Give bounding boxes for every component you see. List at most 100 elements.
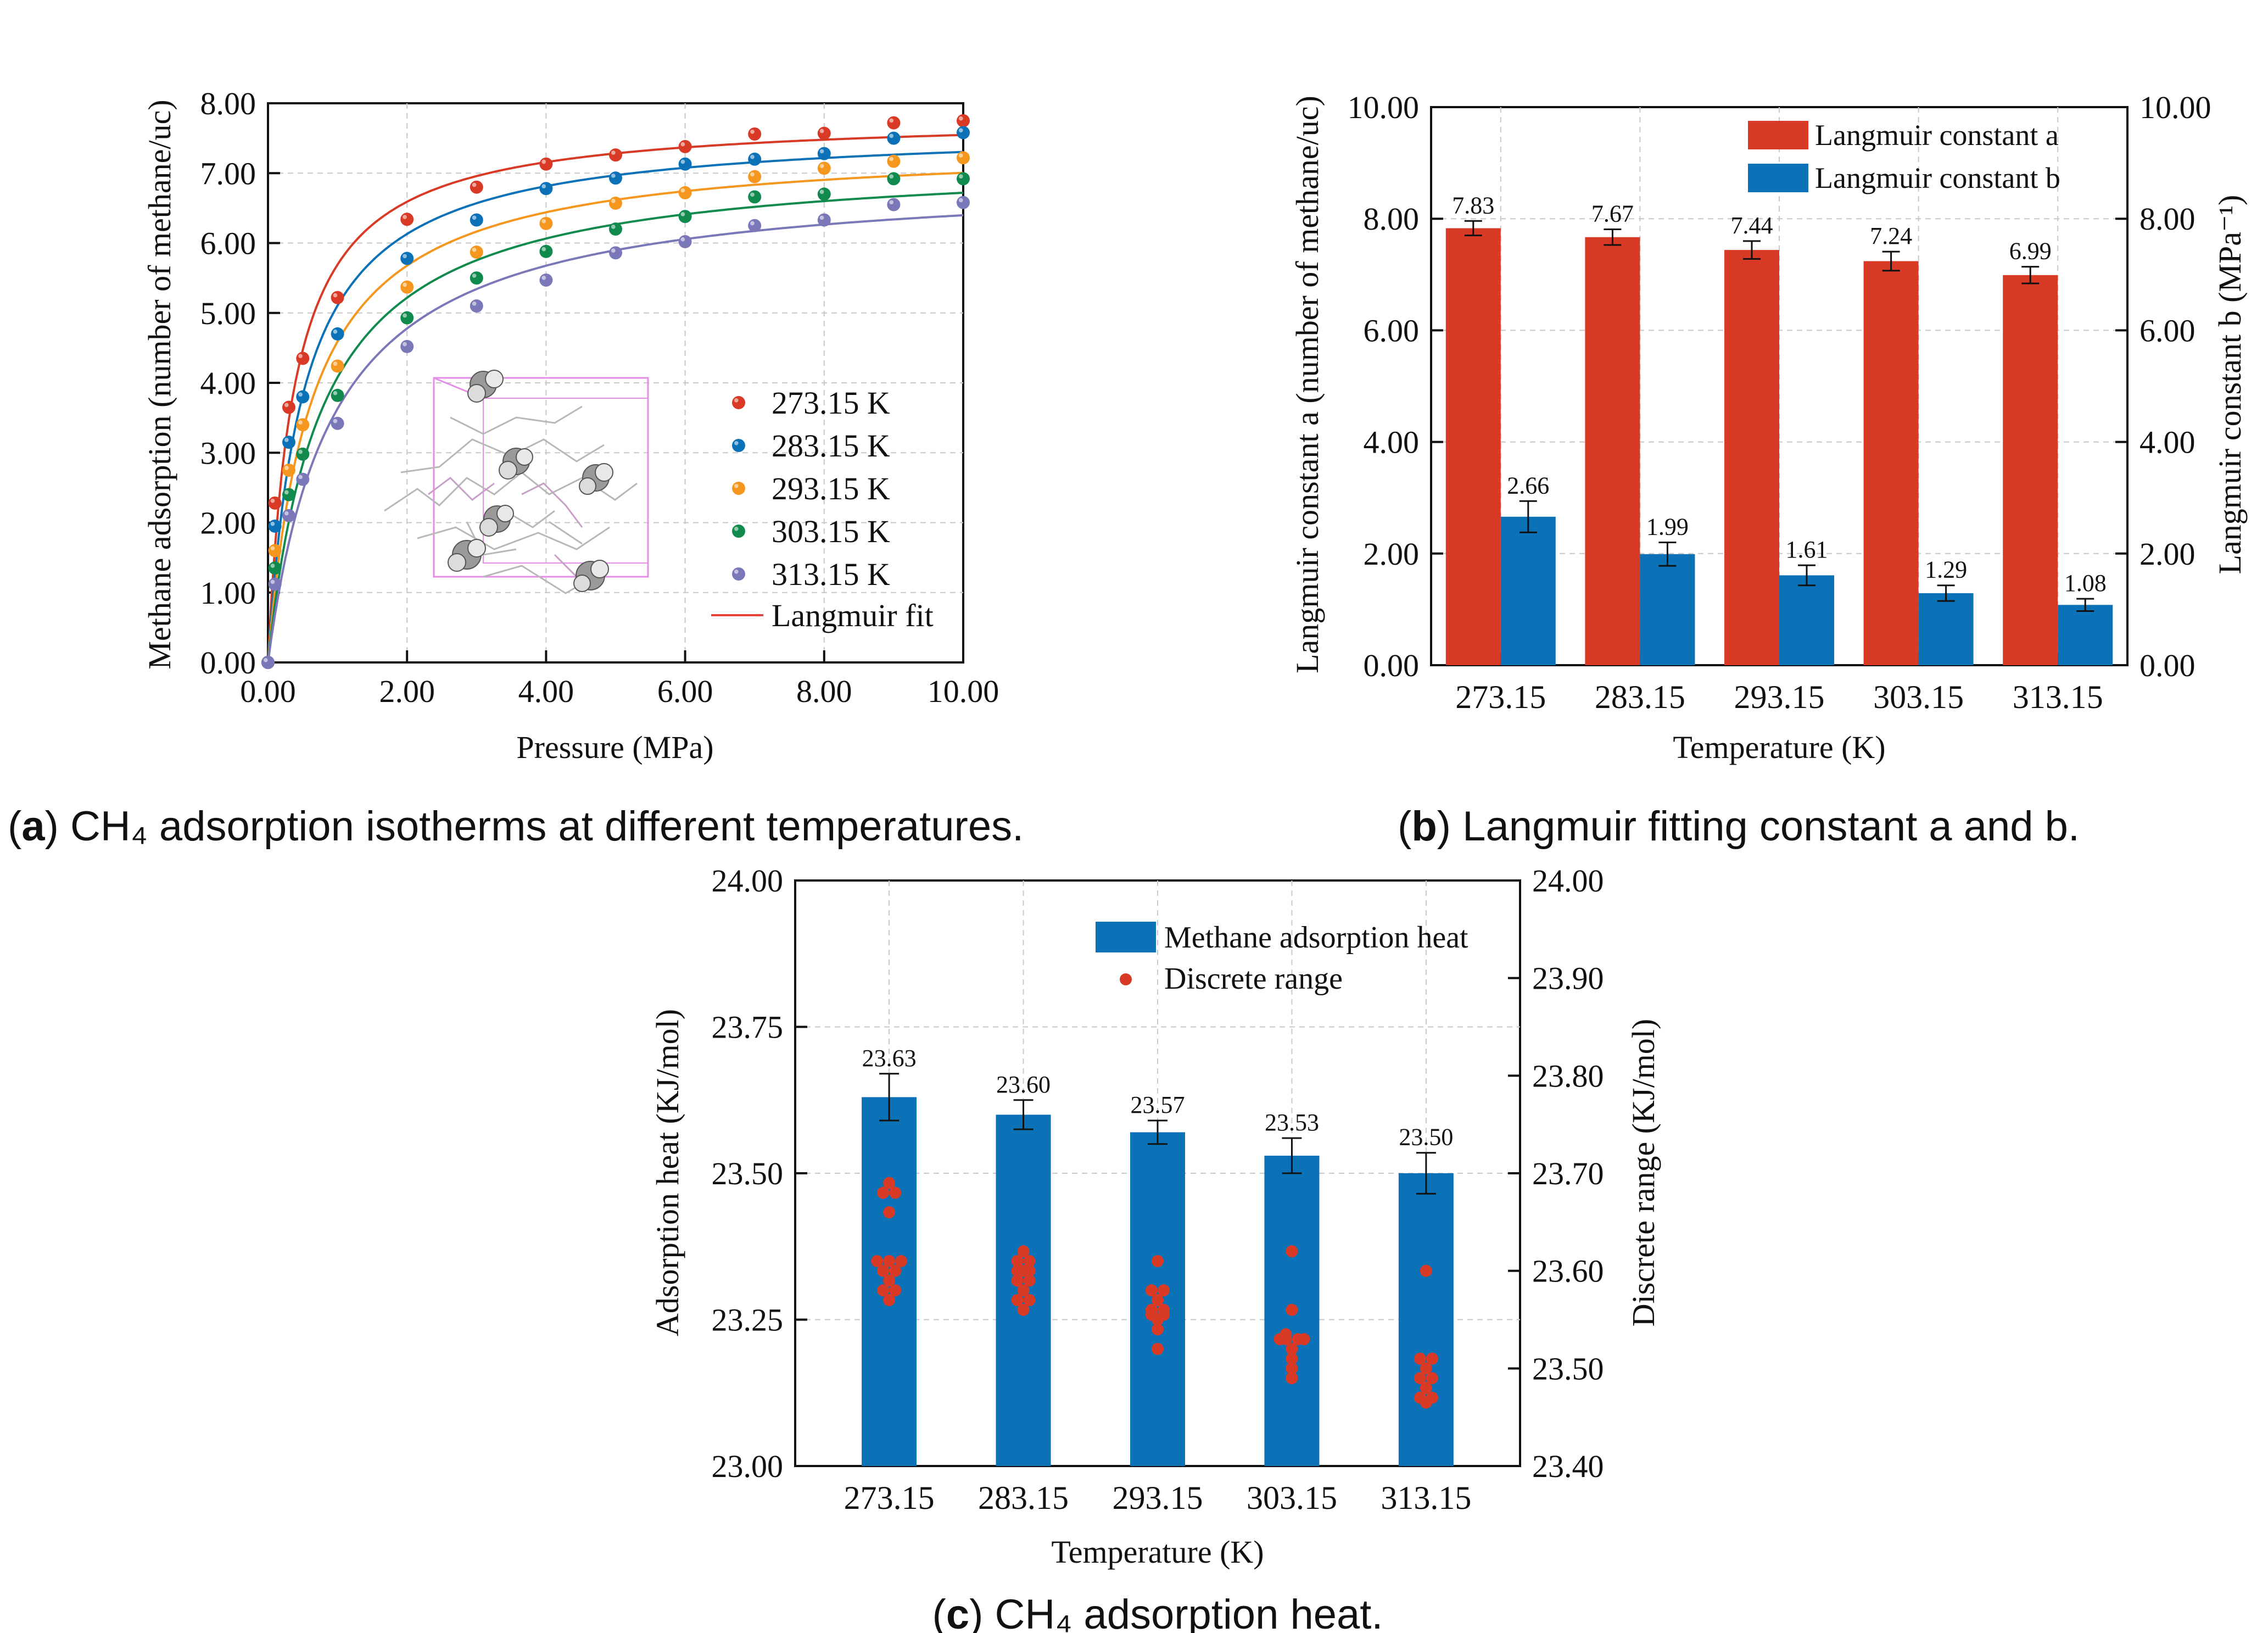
discrete-point: [1011, 1255, 1024, 1267]
data-point-28315K-8: [609, 171, 622, 185]
panel-a-y-axis-label: Methane adsorption (number of methane/uc…: [142, 99, 177, 669]
data-point-29315K-5: [400, 280, 414, 294]
panel-b-left-tick-label: 6.00: [1364, 313, 1420, 348]
legend-label-1: Langmuir constant b: [1815, 161, 2060, 194]
data-point-29315K-10-highlight: [750, 172, 755, 177]
legend-label-2: 293.15 K: [772, 471, 890, 506]
data-point-27315K-6-body: [470, 180, 483, 194]
bar-value-label: 2.66: [1507, 472, 1549, 499]
data-point-31315K-5-body: [400, 339, 414, 353]
data-point-27315K-7-body: [539, 157, 553, 171]
data-point-29315K-12: [887, 154, 901, 168]
data-point-30315K-3: [296, 447, 310, 461]
panel-c-left-tick-label: 23.25: [712, 1302, 784, 1338]
panel-c-right-tick-label: 23.40: [1532, 1448, 1604, 1484]
data-point-27315K-13: [957, 114, 970, 127]
data-point-29315K-13: [957, 151, 970, 165]
legend-marker-4-body: [732, 567, 745, 581]
data-point-29315K-1-highlight: [270, 546, 275, 551]
data-point-28315K-5: [400, 252, 414, 265]
data-point-31315K-8: [609, 246, 622, 260]
panel-a-y-tick-label: 0.00: [200, 645, 256, 681]
data-point-28315K-3-body: [296, 390, 310, 404]
bar-b-313_15: [2058, 605, 2113, 665]
panel-c-left-tick-label: 23.75: [712, 1010, 784, 1045]
data-point-28315K-1: [268, 519, 282, 533]
panel-b: 0.00 0.00 2.00 2.00 4.00 4.00 6.00 6.00 8.00 8.00…: [1289, 90, 2248, 850]
data-point-29315K-6-body: [470, 246, 483, 259]
discrete-point: [877, 1264, 890, 1277]
panel-b-caption: (b) Langmuir fitting constant a and b.: [1398, 803, 2080, 850]
data-point-31315K-9-highlight: [680, 237, 685, 242]
data-point-29315K-11-body: [817, 161, 831, 175]
discrete-point: [895, 1255, 908, 1267]
panel-c-left-tick-label: 23.00: [712, 1448, 784, 1484]
data-point-30315K-4-highlight: [333, 391, 338, 395]
data-point-28315K-8-highlight: [611, 174, 616, 178]
data-point-31315K-9-body: [678, 235, 692, 248]
legend-marker-2: [732, 482, 745, 495]
panel-c-right-tick-label: 23.60: [1532, 1253, 1604, 1289]
legend-marker-4-highlight: [734, 569, 739, 574]
panel-a-y-tick-label: 2.00: [200, 505, 256, 541]
data-point-27315K-8-highlight: [611, 151, 616, 155]
data-point-27315K-11-highlight: [819, 129, 824, 133]
data-point-28315K-6-highlight: [472, 215, 477, 220]
panel-b-left-tick-label: 4.00: [1364, 425, 1420, 460]
data-point-27315K-3-highlight: [298, 354, 303, 359]
data-point-28315K-3: [296, 390, 310, 404]
panel-c-x-tick-label: 303.15: [1247, 1480, 1337, 1516]
data-point-28315K-12: [887, 131, 901, 145]
data-point-30315K-10-highlight: [750, 192, 755, 197]
panel-a-data-points: [261, 114, 970, 669]
data-point-27315K-7-highlight: [541, 159, 546, 164]
data-point-29315K-8-highlight: [611, 198, 616, 203]
data-point-31315K-8-highlight: [611, 248, 616, 253]
data-point-30315K-1: [268, 561, 282, 575]
data-point-30315K-13-body: [957, 172, 970, 186]
panel-b-left-tick-label: 8.00: [1364, 201, 1420, 237]
data-point-27315K-12-highlight: [889, 118, 894, 123]
panel-b-right-axis-label: Langmuir constant b (MPa⁻¹): [2212, 195, 2248, 575]
discrete-point: [1158, 1308, 1170, 1321]
data-point-31315K-12-highlight: [889, 200, 894, 205]
panel-c-left-tick-label: 23.50: [712, 1156, 784, 1191]
data-point-30315K-10-body: [748, 190, 762, 204]
discrete-point: [1152, 1255, 1164, 1267]
data-point-27315K-4-highlight: [333, 293, 338, 298]
data-point-29315K-11: [817, 161, 831, 175]
data-point-27315K-10-highlight: [750, 129, 755, 134]
data-point-30315K-5: [400, 311, 414, 325]
bar-value-label: 1.99: [1646, 513, 1689, 540]
data-point-31315K-2-body: [282, 509, 295, 522]
bar-value-label: 23.60: [996, 1071, 1051, 1098]
data-point-28315K-11-body: [817, 147, 831, 160]
panel-b-right-tick-label: 0.00: [2139, 648, 2196, 683]
data-point-31315K-6-body: [470, 299, 483, 313]
data-point-28315K-4-highlight: [333, 329, 338, 334]
panel-c-right-tick-label: 23.90: [1532, 961, 1604, 996]
data-point-27315K-5: [400, 213, 414, 226]
discrete-point: [1146, 1308, 1158, 1321]
data-point-30315K-2: [282, 488, 295, 501]
discrete-point: [1280, 1328, 1292, 1341]
bar-value-label: 23.63: [862, 1045, 917, 1072]
panel-b-right-tick-label: 6.00: [2139, 313, 2196, 348]
data-point-28315K-13: [957, 126, 970, 140]
panel-a-x-axis-label: Pressure (MPa): [516, 729, 713, 765]
data-point-30315K-13: [957, 172, 970, 186]
data-point-29315K-1-body: [268, 544, 282, 558]
data-point-27315K-9-highlight: [680, 142, 685, 147]
bar-value-label: 1.61: [1786, 536, 1828, 563]
discrete-point: [889, 1284, 902, 1297]
discrete-point: [877, 1186, 890, 1199]
data-point-28315K-1-body: [268, 519, 282, 533]
panel-a-x-tick-label: 0.00: [240, 673, 296, 709]
panel-c-x-axis-label: Temperature (K): [1051, 1534, 1264, 1570]
panel-c-x-tick-labels: 273.15 283.15 293.15 303.15 313.15: [844, 1480, 1472, 1516]
data-point-30315K-4-body: [331, 388, 344, 402]
discrete-point: [1420, 1381, 1432, 1394]
legend-marker-0-body: [732, 396, 745, 409]
data-point-31315K-7-body: [539, 273, 553, 287]
bar-a-313_15: [2003, 275, 2058, 665]
